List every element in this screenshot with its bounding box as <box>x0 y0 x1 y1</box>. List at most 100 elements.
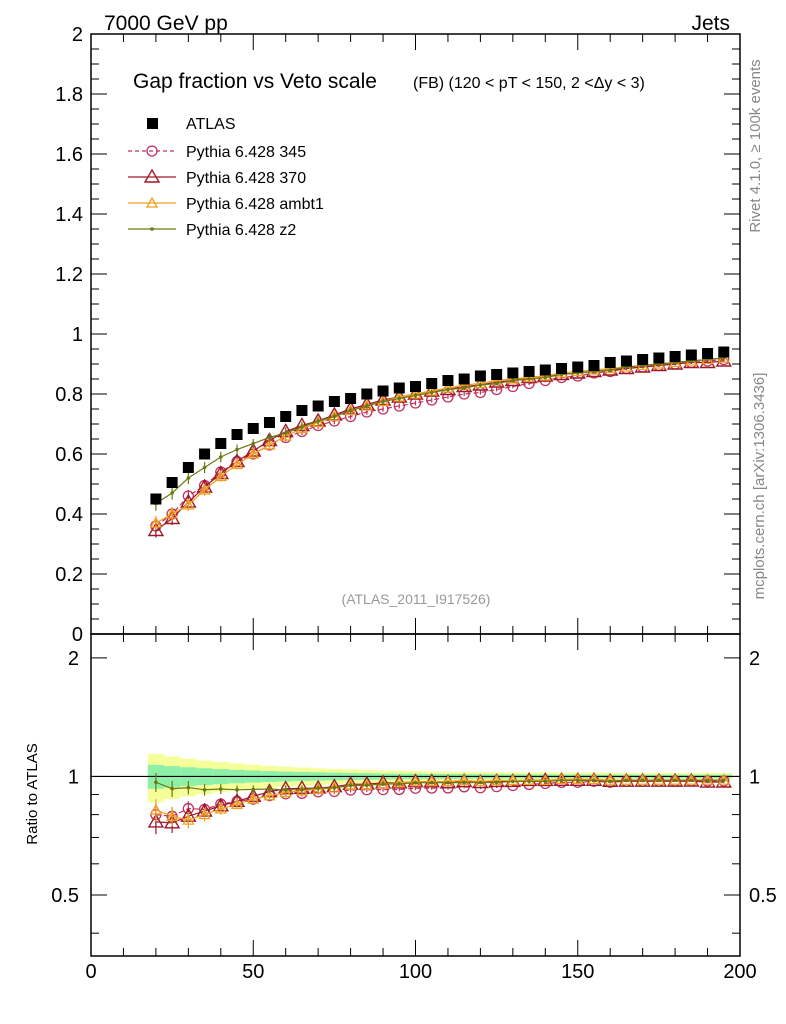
ratio-point-z2 <box>381 782 385 786</box>
point-atlas <box>296 405 308 416</box>
point-ambt1 <box>149 516 163 528</box>
ratio-plot-frame <box>90 633 741 957</box>
ratio-point-ambt1 <box>295 784 309 796</box>
ratio-point-z2 <box>462 780 466 785</box>
legend-marker-z2 <box>150 227 154 231</box>
ratio-point-z2 <box>559 778 564 783</box>
ratio-point-370 <box>163 814 181 829</box>
point-atlas <box>507 367 519 379</box>
ratio-y-tick-label: 2 <box>68 648 79 670</box>
point-z2 <box>251 441 256 446</box>
point-z2 <box>543 375 548 380</box>
ratio-point-z2 <box>202 787 207 792</box>
ratio-point-z2 <box>348 783 353 788</box>
ratio-point-ambt1 <box>522 774 536 786</box>
x-tick-label: 200 <box>723 961 756 983</box>
point-ambt1 <box>198 483 211 495</box>
ratio-point-ambt1 <box>441 775 455 787</box>
point-z2 <box>527 377 531 381</box>
ratio-point-ambt1 <box>182 813 195 825</box>
point-atlas <box>669 351 681 362</box>
legend-item-z2: Pythia 6.428 z2 <box>128 222 296 239</box>
analysis-tag: (ATLAS_2011_I917526) <box>342 591 491 607</box>
rivet-version-label: Rivet 4.1.0, ≥ 100k events <box>747 59 764 232</box>
point-atlas <box>620 355 632 367</box>
point-ambt1 <box>441 381 455 393</box>
ratio-point-ambt1 <box>474 775 487 787</box>
legend-marker-345 <box>146 145 158 157</box>
chart-title: Gap fraction vs Veto scale <box>133 70 377 93</box>
ratio-point-ambt1 <box>198 808 211 820</box>
point-ambt1 <box>279 429 292 441</box>
mcplots-label: mcplots.cern.ch [arXiv:1306.3436] <box>751 373 768 600</box>
point-atlas <box>442 375 454 386</box>
point-atlas <box>328 396 340 407</box>
main-axis-ticks: 00.20.40.60.811.21.41.61.820 50 100 150 200 <box>55 24 757 983</box>
ratio-point-ambt1 <box>393 776 406 788</box>
point-atlas <box>182 462 194 473</box>
ratio-point-ambt1 <box>587 773 601 784</box>
point-atlas <box>280 411 292 422</box>
ratio-point-ambt1 <box>458 774 471 786</box>
main-y-tick-label: 1.6 <box>55 144 83 166</box>
ratio-y-tick-label-right: 1 <box>749 766 760 788</box>
ratio-y-tick-label: 0.5 <box>51 885 79 907</box>
ratio-y-tick-label: 1 <box>68 766 79 788</box>
point-atlas <box>393 382 405 394</box>
main-y-tick-label: 1.2 <box>55 264 83 286</box>
point-atlas <box>247 423 259 434</box>
ratio-point-z2 <box>511 779 515 784</box>
point-z2 <box>202 465 207 470</box>
legend-label-370: Pythia 6.428 370 <box>186 170 306 187</box>
ratio-point-z2 <box>478 780 483 785</box>
point-ambt1 <box>230 458 244 470</box>
ratio-point-370 <box>520 772 538 787</box>
chart-subtitle: (FB) (120 < pT < 150, 2 <Δy < 3) <box>413 75 645 92</box>
ratio-y-tick-label-right: 0.5 <box>749 885 777 907</box>
point-atlas <box>345 393 357 404</box>
ratio-point-ambt1 <box>263 789 276 801</box>
ratio-point-370 <box>423 773 440 788</box>
ratio-point-ambt1 <box>490 774 503 786</box>
ratio-point-ambt1 <box>409 775 422 787</box>
main-y-tick-label: 1 <box>72 324 83 346</box>
legend-label-345: Pythia 6.428 345 <box>186 144 306 161</box>
ratio-point-z2 <box>283 788 288 792</box>
point-z2 <box>381 399 385 404</box>
point-atlas <box>702 348 714 359</box>
point-atlas <box>637 354 649 365</box>
ratio-point-z2 <box>689 778 694 782</box>
ratio-plot-marks <box>147 771 732 835</box>
header-left-label: 7000 GeV pp <box>104 12 228 35</box>
legend-marker-atlas <box>147 118 158 129</box>
point-z2 <box>365 404 369 408</box>
legend-item-ambt1: Pythia 6.428 ambt1 <box>128 196 324 213</box>
point-atlas <box>556 363 568 374</box>
ratio-point-ambt1 <box>279 786 292 798</box>
point-atlas <box>718 346 730 358</box>
point-atlas <box>572 361 584 373</box>
point-z2 <box>316 419 320 423</box>
ratio-point-z2 <box>494 780 499 785</box>
point-atlas <box>231 429 243 440</box>
ratio-point-z2 <box>267 787 272 791</box>
point-z2 <box>283 431 288 435</box>
ratio-axis-ticks: 0.5 0.5 1 1 2 2 <box>51 648 777 934</box>
point-atlas <box>361 388 373 400</box>
ratio-point-z2 <box>300 787 304 792</box>
point-atlas <box>215 438 227 449</box>
main-y-tick-label: 1.8 <box>55 84 83 106</box>
series-line-z2 <box>155 357 724 505</box>
ratio-point-370 <box>391 774 408 789</box>
point-z2 <box>332 414 337 419</box>
point-atlas <box>588 360 600 371</box>
point-atlas <box>377 385 389 397</box>
ratio-point-z2 <box>543 779 548 784</box>
point-atlas <box>604 357 616 368</box>
point-ambt1 <box>166 507 179 519</box>
ratio-point-ambt1 <box>506 774 519 786</box>
point-atlas <box>166 477 178 488</box>
point-z2 <box>219 455 223 459</box>
x-tick-label: 150 <box>561 961 594 983</box>
